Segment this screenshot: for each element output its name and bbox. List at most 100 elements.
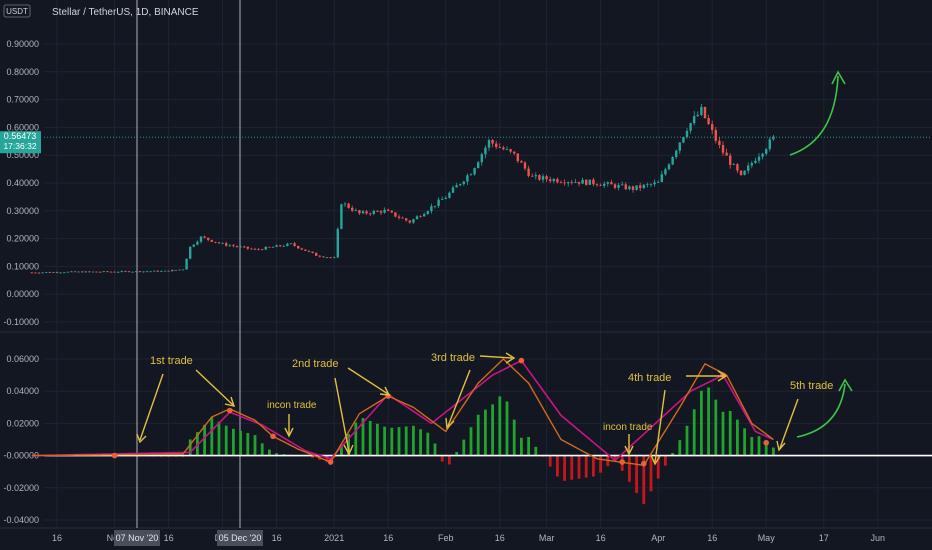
candle-body-93 [365, 211, 368, 214]
candle-body-49 [207, 237, 210, 240]
candle-body-19 [99, 271, 102, 273]
candle-body-6 [52, 272, 55, 273]
candle-body-20 [102, 271, 105, 273]
candle-body-190 [714, 130, 717, 141]
candle-body-90 [354, 210, 357, 211]
candle-body-144 [549, 179, 552, 182]
price-tick-3: 0.60000 [6, 122, 39, 132]
candle-body-67 [271, 246, 275, 248]
time-tick-13: May [758, 533, 776, 543]
candle-body-148 [563, 182, 566, 184]
candle-body-112 [433, 205, 437, 207]
hist-bar-206 [772, 447, 775, 456]
candle-body-100 [390, 210, 393, 213]
time-tick-10: 16 [596, 533, 606, 543]
hist-bar-62 [253, 435, 257, 456]
candle-body-23 [113, 271, 116, 273]
time-axis[interactable]: 16Nov16Dec16202116Feb16Mar16Apr16May17Ju… [52, 533, 885, 543]
marker-label-nov-bg [114, 530, 160, 546]
hist-bar-140 [534, 446, 538, 456]
candle-body-201 [754, 160, 757, 164]
candle-body-55 [228, 245, 231, 247]
hist-bar-50 [210, 417, 214, 456]
candle-body-152 [577, 181, 581, 184]
cross-dots [111, 357, 769, 467]
candle-body-127 [487, 139, 491, 148]
candle-body-75 [300, 248, 303, 250]
candle-body-110 [426, 211, 429, 214]
candle-body-40 [174, 269, 177, 271]
candle-body-64 [261, 249, 264, 251]
hist-bar-108 [419, 429, 422, 456]
candle-body-149 [567, 182, 570, 184]
candle-body-160 [606, 182, 609, 184]
candle-body-17 [91, 271, 95, 273]
candle-body-151 [574, 181, 577, 183]
candle-body-0 [30, 272, 33, 274]
candle-body-42 [181, 269, 185, 271]
candle-body-92 [361, 211, 365, 214]
time-tick-6: 16 [383, 533, 393, 543]
currency-badge[interactable]: USDT [6, 7, 28, 16]
candle-body-32 [145, 271, 149, 273]
candle-body-140 [534, 175, 537, 177]
candle-body-154 [585, 179, 588, 185]
candle-body-126 [484, 147, 487, 155]
candle-body-119 [459, 184, 462, 186]
candle-body-113 [437, 199, 440, 206]
candle-body-206 [772, 136, 775, 140]
time-tick-11: Apr [651, 533, 665, 543]
candle-body-44 [189, 246, 192, 259]
candle-body-175 [660, 174, 663, 182]
candle-body-121 [466, 175, 469, 182]
candle-body-34 [153, 270, 156, 272]
candle-body-167 [631, 186, 635, 190]
candle-body-21 [106, 271, 109, 273]
hist-bar-146 [556, 455, 559, 477]
hist-bar-198 [743, 428, 746, 456]
candle-body-41 [178, 269, 181, 271]
arrow-fourth-trade-1 [654, 389, 666, 463]
candle-body-94 [369, 213, 372, 215]
candle-body-69 [279, 245, 282, 247]
candle-body-117 [451, 187, 455, 193]
hist-bar-126 [484, 409, 487, 456]
candle-body-35 [156, 270, 159, 272]
candle-body-133 [509, 149, 512, 152]
currency-badge-frame[interactable] [3, 4, 31, 18]
last-price-badge: 0.56473 17:36:32 [0, 131, 41, 154]
hist-bar-188 [707, 387, 710, 456]
candle-body-38 [167, 270, 170, 272]
candle-body-136 [520, 161, 523, 163]
indicator-tick-2: 0.02000 [6, 418, 39, 428]
hist-bar-64 [260, 443, 264, 456]
hist-bar-78 [311, 455, 314, 458]
hist-bar-158 [599, 455, 602, 473]
candle-body-173 [653, 182, 656, 185]
candle-body-185 [696, 114, 699, 117]
arrow-third-trade-1 [447, 369, 471, 427]
candle-body-81 [322, 256, 325, 258]
candle-body-163 [617, 184, 620, 188]
bar-countdown: 17:36:32 [3, 141, 36, 151]
hist-bar-58 [239, 430, 242, 456]
annotation-fifth-trade: 5th trade [790, 380, 833, 392]
candle-body-196 [736, 164, 739, 171]
candle-body-48 [203, 236, 206, 238]
candle-body-107 [415, 216, 419, 220]
time-tick-15: Jun [871, 533, 886, 543]
candle-body-147 [559, 182, 563, 184]
candle-body-189 [711, 124, 714, 131]
candle-body-52 [217, 242, 221, 244]
cross-dot-9 [763, 439, 769, 446]
hist-bar-112 [433, 443, 437, 456]
cross-dot-2 [270, 433, 276, 440]
annotation-incon-trade-2: incon trade [603, 422, 653, 433]
candle-body-164 [621, 184, 624, 186]
candle-body-177 [667, 164, 671, 170]
candle-body-129 [495, 143, 498, 148]
marker-label-dec-bg [217, 530, 263, 546]
hist-bar-172 [649, 455, 653, 492]
candle-body-77 [307, 250, 311, 252]
